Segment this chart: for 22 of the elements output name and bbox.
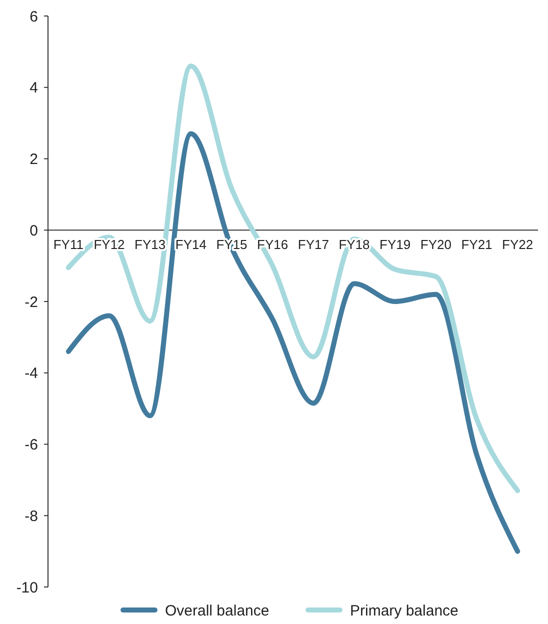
- x-tick-label: FY18: [338, 237, 370, 252]
- x-tick-label: FY20: [420, 237, 452, 252]
- y-tick-label: -10: [16, 579, 38, 596]
- y-tick-label: -8: [24, 508, 38, 525]
- legend-label: Overall balance: [165, 602, 270, 620]
- x-tick-label: FY22: [502, 237, 534, 252]
- x-tick-label: FY21: [461, 237, 492, 252]
- y-tick-label: -2: [24, 294, 38, 311]
- x-tick-label: FY14: [175, 237, 206, 252]
- x-tick-label: FY12: [94, 237, 125, 252]
- legend-label: Primary balance: [350, 602, 458, 620]
- x-tick-label: FY13: [134, 237, 166, 252]
- x-tick-label: FY11: [53, 237, 84, 252]
- x-tick-label: FY16: [257, 237, 288, 252]
- x-tick-label: FY19: [380, 237, 411, 252]
- y-tick-label: -4: [24, 365, 38, 382]
- y-tick-label: 2: [30, 151, 38, 168]
- y-tick-label: 4: [30, 80, 38, 97]
- y-tick-label: 0: [30, 222, 38, 240]
- y-tick-label: 6: [30, 8, 38, 26]
- x-tick-label: FY17: [298, 237, 329, 252]
- y-tick-label: -6: [24, 436, 38, 454]
